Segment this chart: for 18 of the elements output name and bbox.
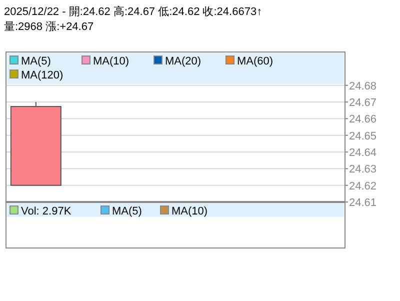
legend-label: MA(10) xyxy=(93,56,130,68)
y-tick-label: 24.62 xyxy=(349,180,377,192)
y-tick-label: 24.65 xyxy=(349,130,377,142)
y-tick-label: 24.64 xyxy=(349,147,377,159)
y-tick-label: 24.67 xyxy=(349,97,377,109)
legend-label: MA(20) xyxy=(165,56,202,68)
legend-label: MA(10) xyxy=(172,206,208,218)
legend-label: MA(5) xyxy=(112,206,142,218)
legend-label: MA(5) xyxy=(21,56,51,68)
chart-subtitle: 量:2968 漲:+24.67 xyxy=(4,21,94,33)
legend-label: Vol: 2.97K xyxy=(21,206,72,218)
chart-title: 2025/12/22 - 開:24.62 高:24.67 低:24.62 收:24.6673↑ xyxy=(4,5,262,18)
y-tick-label: 24.61 xyxy=(349,197,377,209)
y-tick-label: 24.66 xyxy=(349,114,377,126)
legend-label: MA(60) xyxy=(237,56,274,68)
y-tick-label: 24.63 xyxy=(349,164,377,176)
y-tick-label: 24.68 xyxy=(349,80,377,92)
legend-label: MA(120) xyxy=(21,70,64,82)
